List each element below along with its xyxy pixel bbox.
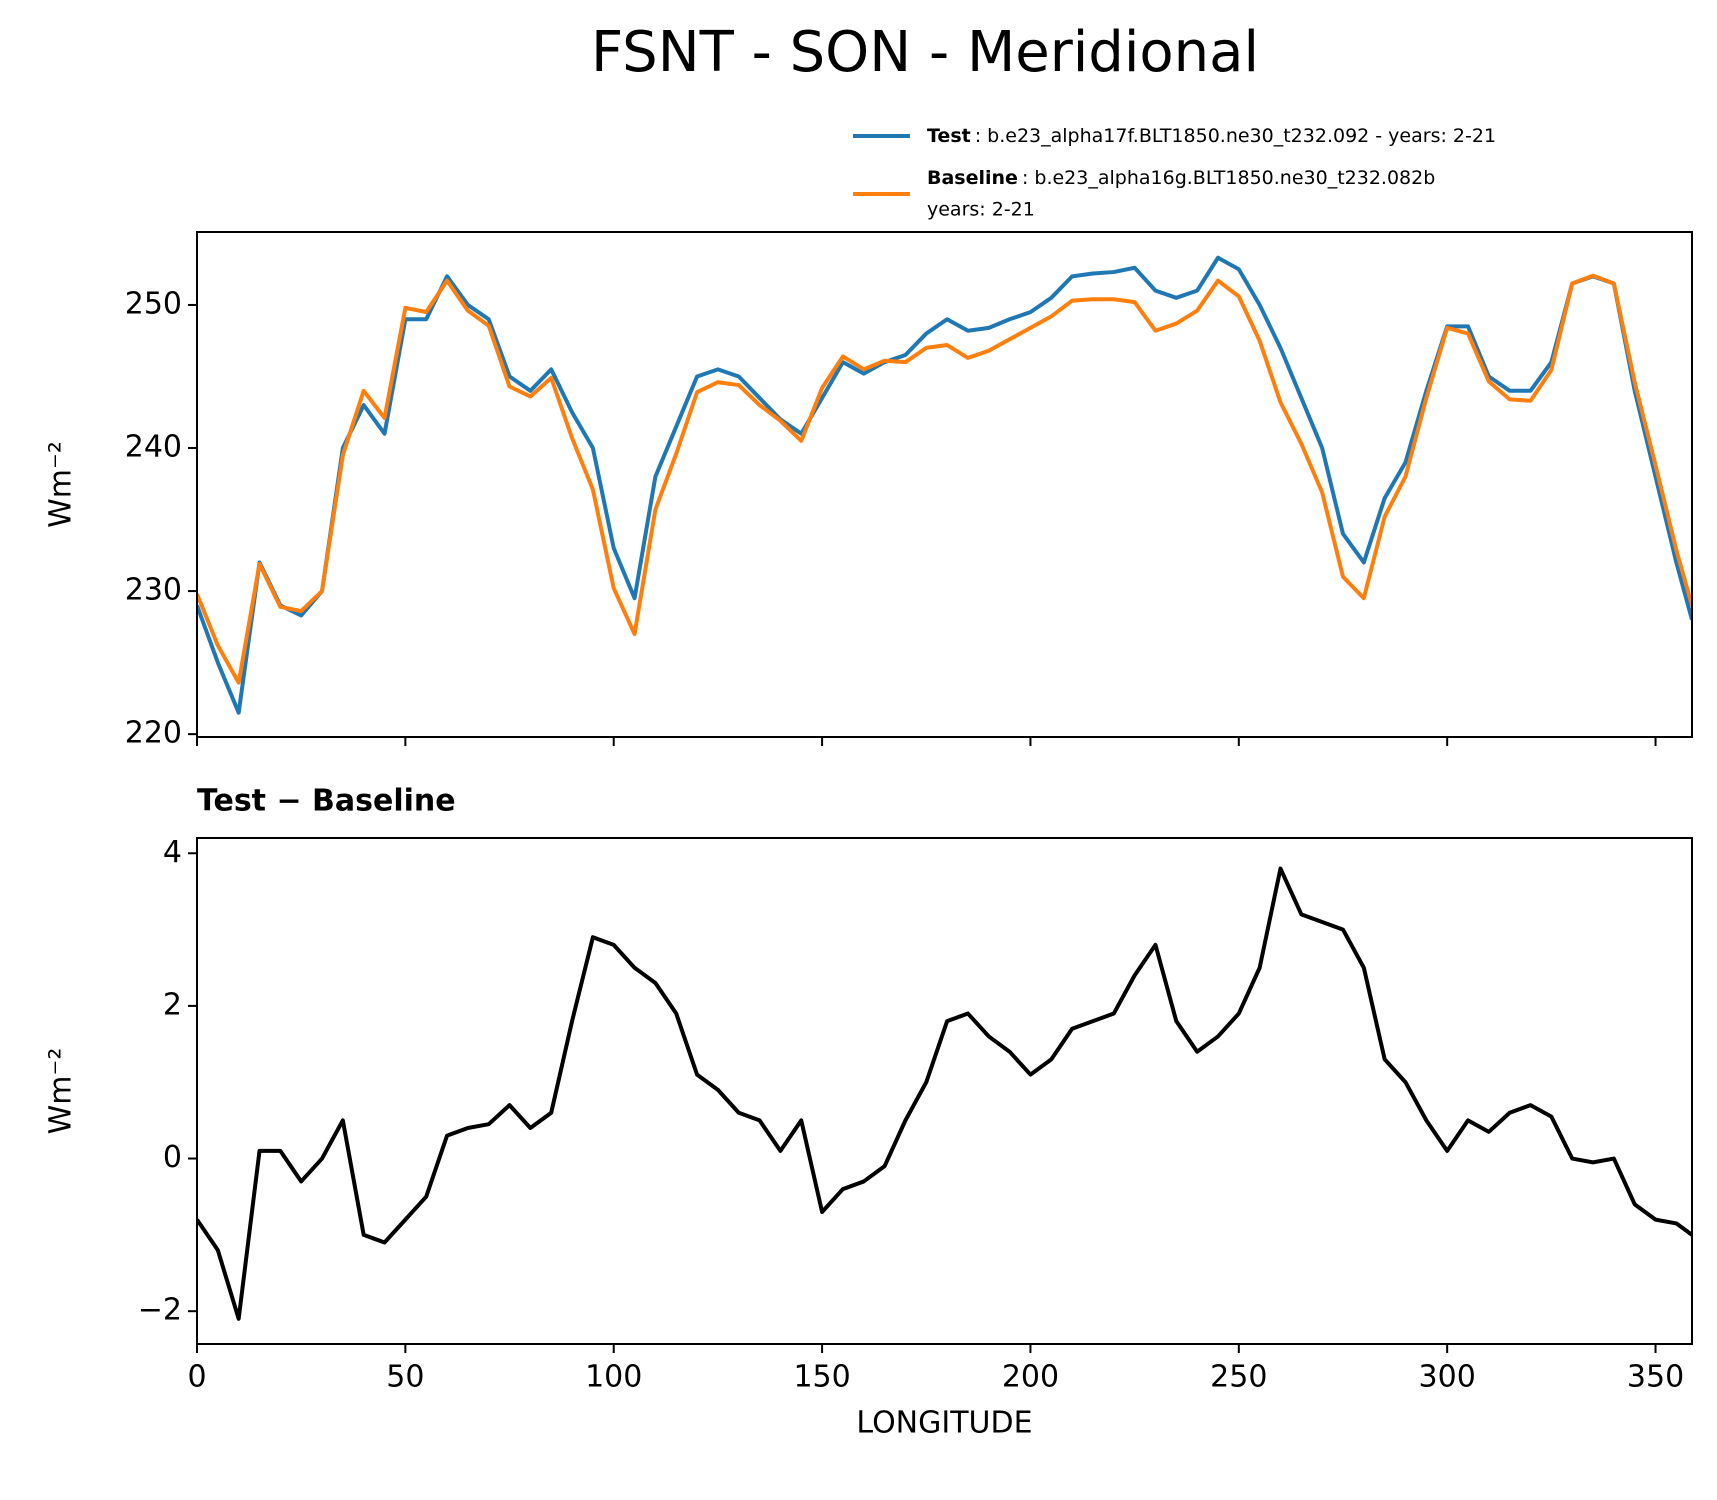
- legend-description: years: 2-21: [927, 199, 1035, 221]
- x-tick-label: 350: [1627, 1360, 1684, 1395]
- data-line: [197, 866, 1692, 1321]
- y-axis-label: Wm⁻²: [44, 1048, 79, 1135]
- x-tick-label: 300: [1419, 1360, 1476, 1395]
- y-tick-label: 250: [125, 286, 182, 321]
- legend-description: : b.e23_alpha16g.BLT1850.ne30_t232.082b: [1022, 167, 1435, 189]
- x-tick-label: 50: [386, 1360, 424, 1395]
- axes-frame: [196, 837, 1693, 1345]
- figure-title: FSNT - SON - Meridional: [591, 20, 1259, 85]
- x-tick-label: 200: [1002, 1360, 1059, 1395]
- data-line: [197, 255, 1692, 715]
- subplot-title: Test − Baseline: [197, 784, 456, 819]
- x-tick-label: 250: [1210, 1360, 1267, 1395]
- y-tick-label: 220: [125, 716, 182, 751]
- data-line: [197, 273, 1692, 685]
- y-tick-label: 230: [125, 573, 182, 608]
- x-tick-label: 0: [187, 1360, 206, 1395]
- x-tick-label: 100: [585, 1360, 642, 1395]
- legend-label: Test: b.e23_alpha17f.BLT1850.ne30_t232.0…: [927, 125, 1496, 147]
- axes-frame: [196, 231, 1693, 738]
- y-tick-label: 4: [163, 835, 182, 870]
- legend-name: Test: [927, 125, 971, 147]
- x-axis-label: LONGITUDE: [856, 1406, 1032, 1441]
- y-axis-label: Wm⁻²: [44, 441, 79, 528]
- legend-label: Baseline: b.e23_alpha16g.BLT1850.ne30_t2…: [927, 167, 1435, 189]
- y-tick-label: −2: [138, 1293, 182, 1328]
- y-tick-label: 2: [163, 987, 182, 1022]
- legend-name: Baseline: [927, 167, 1018, 189]
- legend-description: : b.e23_alpha17f.BLT1850.ne30_t232.092 -…: [975, 125, 1496, 147]
- x-tick-label: 150: [793, 1360, 850, 1395]
- y-tick-label: 240: [125, 430, 182, 465]
- y-tick-label: 0: [163, 1140, 182, 1175]
